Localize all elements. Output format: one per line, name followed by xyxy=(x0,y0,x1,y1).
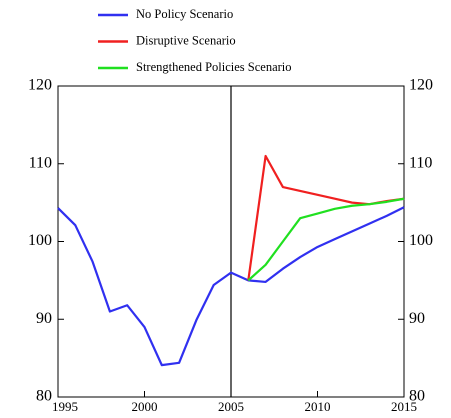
y-tick-label: 100 xyxy=(28,232,52,249)
legend-label: Strengthened Policies Scenario xyxy=(136,60,292,74)
y-tick-label: 80 xyxy=(36,388,52,405)
legend-label: Disruptive Scenario xyxy=(136,33,236,47)
y-tick-label: 90 xyxy=(36,310,52,327)
y2-tick-label: 90 xyxy=(409,310,425,327)
x-tick-label: 2010 xyxy=(305,399,331,414)
y-tick-label: 110 xyxy=(29,154,52,171)
x-tick-label: 1995 xyxy=(52,399,78,414)
y2-tick-label: 120 xyxy=(409,77,433,94)
x-tick-label: 2000 xyxy=(132,399,158,414)
y-tick-label: 120 xyxy=(28,77,52,94)
y2-tick-label: 80 xyxy=(409,388,425,405)
x-tick-label: 2005 xyxy=(218,399,244,414)
series-line xyxy=(57,206,405,367)
y2-tick-label: 110 xyxy=(409,154,432,171)
legend-label: No Policy Scenario xyxy=(136,7,233,21)
series-line xyxy=(247,197,405,282)
x-tick-label: 2015 xyxy=(391,399,417,414)
y2-tick-label: 100 xyxy=(409,232,433,249)
